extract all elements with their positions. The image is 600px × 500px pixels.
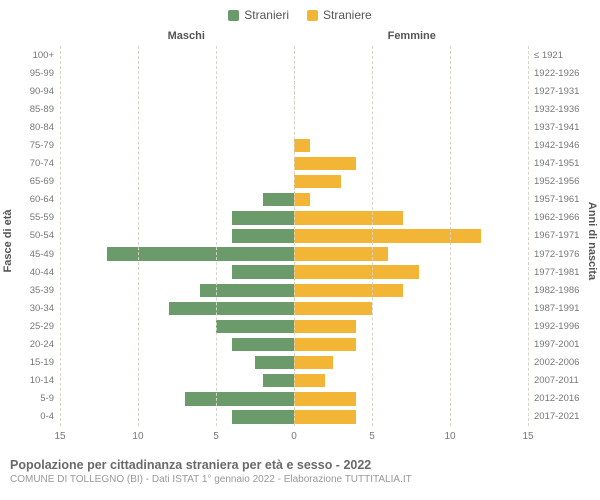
age-label: 15-19 — [10, 357, 60, 368]
age-label: 10-14 — [10, 375, 60, 386]
birth-year-label: 1992-1996 — [528, 321, 592, 332]
birth-year-label: 1977-1981 — [528, 267, 592, 278]
bar-male — [232, 410, 294, 423]
bar-female — [294, 211, 403, 224]
swatch-male — [228, 10, 239, 21]
bar-male — [216, 320, 294, 333]
bar-male — [232, 211, 294, 224]
age-label: 65-69 — [10, 176, 60, 187]
bar-female — [294, 229, 481, 242]
chart-subtitle: COMUNE DI TOLLEGNO (BI) - Dati ISTAT 1° … — [10, 474, 590, 485]
legend-item-male: Stranieri — [228, 8, 289, 22]
age-label: 35-39 — [10, 285, 60, 296]
birth-year-label: 2002-2006 — [528, 357, 592, 368]
birth-year-label: 2007-2011 — [528, 375, 592, 386]
bar-female — [294, 175, 341, 188]
gridline — [372, 46, 373, 426]
bar-female — [294, 157, 356, 170]
age-label: 90-94 — [10, 86, 60, 97]
bar-male — [255, 356, 294, 369]
gridline — [450, 46, 451, 426]
legend-item-female: Straniere — [307, 8, 372, 22]
legend-label-male: Stranieri — [244, 8, 289, 22]
gridline — [216, 46, 217, 426]
x-tick-label: 10 — [444, 431, 455, 442]
age-label: 70-74 — [10, 158, 60, 169]
x-tick-label: 10 — [132, 431, 143, 442]
x-tick-label: 5 — [213, 431, 219, 442]
birth-year-label: 2017-2021 — [528, 411, 592, 422]
age-label: 25-29 — [10, 321, 60, 332]
age-label: 20-24 — [10, 339, 60, 350]
birth-year-label: 1947-1951 — [528, 158, 592, 169]
bar-female — [294, 302, 372, 315]
column-title-male: Maschi — [168, 30, 205, 42]
gridline — [294, 46, 295, 426]
legend: Stranieri Straniere — [0, 0, 600, 26]
bar-female — [294, 410, 356, 423]
birth-year-label: 1937-1941 — [528, 122, 592, 133]
x-tick-label: 5 — [369, 431, 375, 442]
gridline — [528, 46, 529, 426]
birth-year-label: 1962-1966 — [528, 212, 592, 223]
age-label: 60-64 — [10, 194, 60, 205]
bar-female — [294, 320, 356, 333]
birth-year-label: ≤ 1921 — [528, 50, 592, 61]
age-label: 0-4 — [10, 411, 60, 422]
swatch-female — [307, 10, 318, 21]
age-label: 80-84 — [10, 122, 60, 133]
chart: Maschi Femmine Fasce di età Anni di nasc… — [0, 26, 600, 456]
bar-male — [169, 302, 294, 315]
birth-year-label: 1942-1946 — [528, 140, 592, 151]
age-label: 45-49 — [10, 249, 60, 260]
age-label: 40-44 — [10, 267, 60, 278]
footer: Popolazione per cittadinanza straniera p… — [0, 456, 600, 485]
age-label: 30-34 — [10, 303, 60, 314]
age-label: 55-59 — [10, 212, 60, 223]
column-title-female: Femmine — [388, 30, 436, 42]
birth-year-label: 1957-1961 — [528, 194, 592, 205]
age-label: 50-54 — [10, 230, 60, 241]
birth-year-label: 1997-2001 — [528, 339, 592, 350]
birth-year-label: 1922-1926 — [528, 68, 592, 79]
bar-male — [232, 265, 294, 278]
bar-female — [294, 338, 356, 351]
age-label: 75-79 — [10, 140, 60, 151]
bar-male — [232, 338, 294, 351]
birth-year-label: 1972-1976 — [528, 249, 592, 260]
bar-female — [294, 265, 419, 278]
bar-female — [294, 284, 403, 297]
age-label: 85-89 — [10, 104, 60, 115]
bar-male — [185, 392, 294, 405]
bar-male — [200, 284, 294, 297]
birth-year-label: 1987-1991 — [528, 303, 592, 314]
bar-female — [294, 139, 310, 152]
birth-year-label: 1967-1971 — [528, 230, 592, 241]
x-tick-label: 15 — [54, 431, 65, 442]
gridline — [60, 46, 61, 426]
birth-year-label: 1932-1936 — [528, 104, 592, 115]
birth-year-label: 1952-1956 — [528, 176, 592, 187]
bar-male — [232, 229, 294, 242]
bar-male — [263, 193, 294, 206]
birth-year-label: 1982-1986 — [528, 285, 592, 296]
bar-female — [294, 247, 388, 260]
bar-female — [294, 193, 310, 206]
gridline — [138, 46, 139, 426]
legend-label-female: Straniere — [323, 8, 372, 22]
x-tick-label: 15 — [522, 431, 533, 442]
birth-year-label: 2012-2016 — [528, 393, 592, 404]
chart-title: Popolazione per cittadinanza straniera p… — [10, 458, 590, 472]
bar-male — [107, 247, 294, 260]
age-label: 95-99 — [10, 68, 60, 79]
bar-female — [294, 392, 356, 405]
bar-female — [294, 374, 325, 387]
bar-male — [263, 374, 294, 387]
bar-female — [294, 356, 333, 369]
age-label: 100+ — [10, 50, 60, 61]
age-label: 5-9 — [10, 393, 60, 404]
x-tick-label: 0 — [291, 431, 297, 442]
plot-area: 100+≤ 192195-991922-192690-941927-193185… — [60, 46, 528, 426]
birth-year-label: 1927-1931 — [528, 86, 592, 97]
